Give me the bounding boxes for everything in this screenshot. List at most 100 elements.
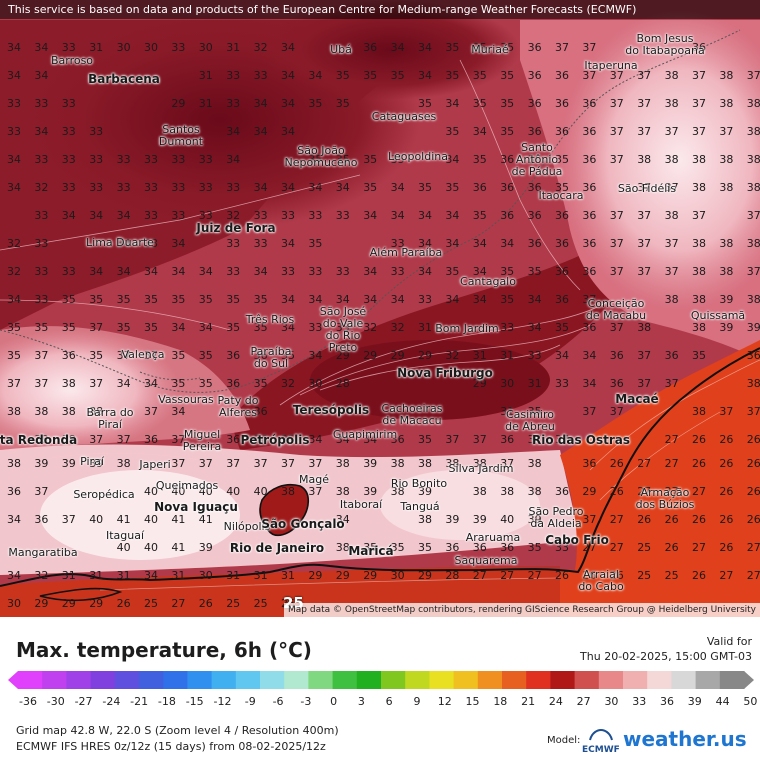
city-label[interactable]: Casimiro de Abreu [505, 408, 555, 433]
city-label[interactable]: Magé [299, 473, 329, 486]
city-label[interactable]: Paraíba do Sul [250, 345, 292, 370]
city-label[interactable]: Rio das Ostras [531, 433, 631, 447]
temperature-value: 37 [609, 265, 624, 278]
city-label[interactable]: Ubá [330, 43, 352, 56]
city-label[interactable]: Seropédica [73, 488, 135, 501]
temperature-value: 36 [500, 541, 515, 554]
city-label[interactable]: São Pedro da Aldeia [528, 505, 584, 530]
city-label[interactable]: Itaguaí [105, 529, 145, 542]
weather-map[interactable]: 34 34 33 31 30 30 33 30 31 32 34 36 34 34 35 35 35 36 37 37… [0, 0, 760, 617]
city-label[interactable]: Santos Dumont [158, 123, 204, 148]
city-label[interactable]: Teresópolis [292, 403, 370, 417]
brand-logo[interactable]: weather.us [623, 727, 747, 751]
temperature-value: 33 [89, 125, 104, 138]
city-label[interactable]: São Fidélis [617, 182, 677, 195]
city-label[interactable]: São João Nepomuceno [284, 144, 358, 169]
map-attribution[interactable]: Map data © OpenStreetMap contributors, r… [284, 603, 760, 617]
city-label[interactable]: Itaocara [538, 189, 584, 202]
city-label[interactable]: Santo Antônio de Pádua [511, 141, 563, 178]
city-label[interactable]: Cataguases [371, 110, 437, 123]
temperature-value: 37 [609, 153, 624, 166]
temperature-value: 38 [719, 181, 734, 194]
hot-core-baixada [40, 470, 240, 560]
city-label[interactable]: Itaboraí [339, 498, 383, 511]
temperature-value: 35 [308, 97, 323, 110]
city-label[interactable]: São José do Vale do Rio Preto [319, 305, 367, 354]
temperature-value: 35 [555, 181, 569, 194]
city-label[interactable]: Armação dos Búzios [635, 486, 695, 511]
city-label[interactable]: Petrópolis [240, 433, 310, 447]
temperature-value: 35 [390, 541, 405, 554]
city-label[interactable]: Conceição de Macabu [585, 297, 647, 322]
city-label[interactable]: Cachoeiras de Macacu [381, 402, 443, 427]
temperature-value: 33 [34, 237, 49, 250]
temperature-value: 35 [555, 153, 569, 166]
temperature-value: 33 [34, 209, 49, 222]
temperature-value: 35 [363, 153, 378, 166]
temperature-value: 34 [445, 153, 460, 166]
city-label[interactable]: Leopoldina [388, 150, 448, 163]
temperature-value: 34 [527, 293, 542, 306]
temperature-value: 33 [335, 321, 350, 334]
city-label[interactable]: Queimados [155, 479, 219, 492]
city-label[interactable]: Japeri [139, 458, 171, 471]
city-label[interactable]: Itaperuna [584, 59, 638, 72]
city-label[interactable]: Bom Jesus do Itabapoana [625, 32, 705, 57]
city-label[interactable]: Miguel Pereira [182, 428, 222, 453]
temperature-value: 33 [308, 209, 323, 222]
temperature-value: 37 [308, 485, 323, 498]
city-label[interactable]: Piraí [80, 455, 104, 468]
temperature-value: 31 [89, 569, 104, 582]
city-label[interactable]: Guapimirim [332, 428, 398, 441]
temperature-value: 37 [746, 405, 760, 418]
temperature-value: 38 [527, 485, 542, 498]
city-label[interactable]: Lima Duarte [86, 236, 154, 249]
temperature-value: 35 [116, 321, 131, 334]
city-label[interactable]: Barra do Piraí [86, 406, 134, 431]
city-label[interactable]: Nova Friburgo [397, 366, 493, 380]
city-label[interactable]: Valença [121, 348, 165, 361]
city-label[interactable]: Mangaratiba [8, 546, 78, 559]
city-label[interactable]: São Gonçalo [261, 517, 345, 531]
temperature-value: 37 [609, 209, 624, 222]
city-label[interactable]: Cantagalo [460, 275, 516, 288]
city-label[interactable]: Quissamã [690, 309, 746, 322]
city-label[interactable]: Bom Jardim [435, 322, 499, 335]
temperature-value: 37 [609, 321, 624, 334]
city-label[interactable]: Rio de Janeiro [229, 541, 325, 555]
city-label[interactable]: Saquarema [454, 554, 518, 567]
temperature-value: 27 [692, 541, 706, 554]
city-label[interactable]: Tanguá [400, 500, 440, 513]
temperature-value: 34 [500, 237, 515, 250]
temperature-value: 37 [692, 125, 706, 138]
city-label[interactable]: Arraial do Cabo [578, 568, 624, 593]
temperature-value: 34 [335, 433, 350, 446]
scale-tick: -24 [102, 695, 121, 708]
city-label[interactable]: Juiz de Fora [196, 221, 276, 235]
city-label[interactable]: Macaé [615, 392, 659, 406]
temperature-value: 33 [34, 293, 49, 306]
temperature-value: 33 [34, 97, 49, 110]
city-label[interactable]: Silva Jardim [448, 462, 514, 475]
temperature-value: 26 [719, 485, 734, 498]
temperature-value: 35 [226, 321, 241, 334]
temperature-value: 38 [746, 153, 760, 166]
city-label[interactable]: Muriaé [471, 43, 509, 56]
temperature-value: 38 [746, 377, 760, 390]
city-label[interactable]: Volta Redonda [0, 433, 78, 447]
city-label[interactable]: Cabo Frio [545, 533, 609, 547]
scale-tick: 24 [548, 695, 563, 708]
city-label[interactable]: Maricá [348, 544, 394, 558]
city-label[interactable]: Nilópolis [223, 520, 271, 533]
city-label[interactable]: Três Rios [245, 313, 295, 326]
city-label[interactable]: Paty do Alferes [217, 394, 259, 419]
scale-swatch [429, 671, 455, 689]
city-label[interactable]: Além Paraíba [369, 246, 443, 259]
city-label[interactable]: Rio Bonito [390, 477, 448, 490]
city-label[interactable]: Vassouras [158, 393, 214, 406]
city-label[interactable]: Nova Iguaçu [154, 500, 238, 514]
city-label[interactable]: Barbacena [88, 72, 160, 86]
temperature-value: 39 [61, 457, 76, 470]
city-label[interactable]: Barroso [50, 54, 94, 67]
city-label[interactable]: Araruama [465, 531, 521, 544]
